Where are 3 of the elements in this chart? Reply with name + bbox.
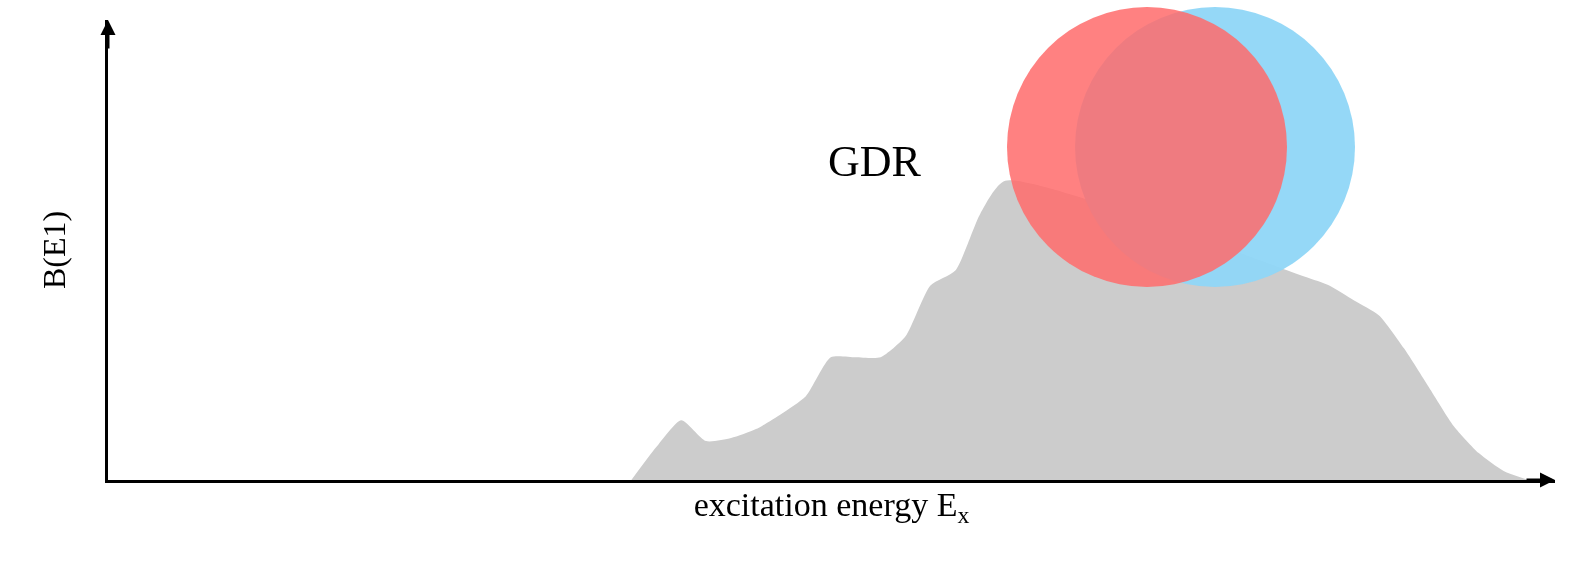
annotation: GDR: [828, 137, 922, 186]
y-axis-title: B(E1): [36, 210, 73, 290]
x-axis-title: excitation energy E$_{x}$: [693, 485, 970, 528]
